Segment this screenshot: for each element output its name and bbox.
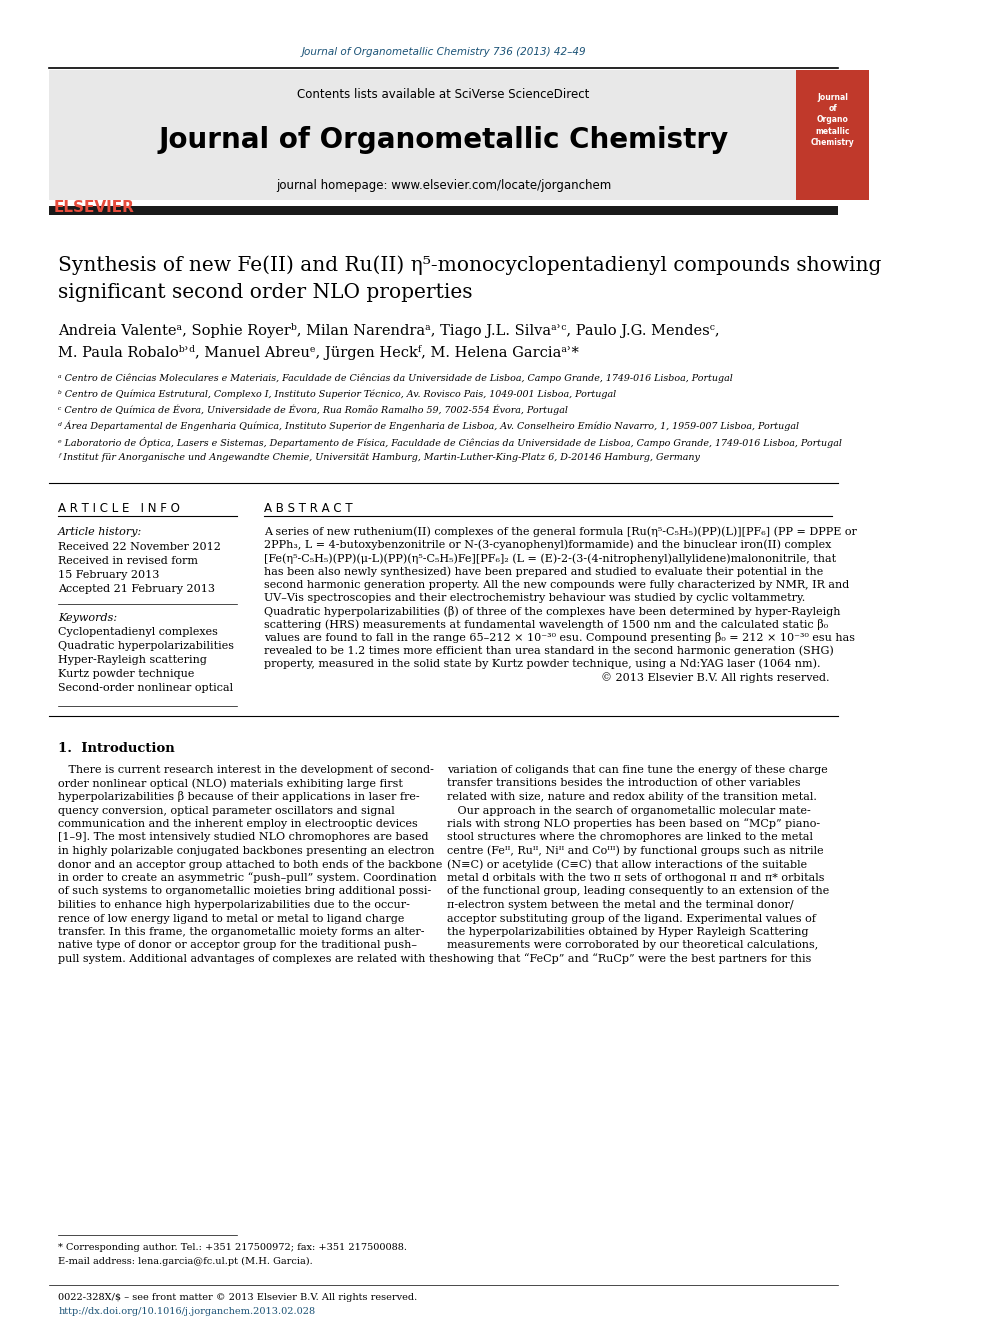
Text: E-mail address: lena.garcia@fc.ul.pt (M.H. Garcia).: E-mail address: lena.garcia@fc.ul.pt (M.…	[59, 1257, 312, 1266]
Text: Received 22 November 2012: Received 22 November 2012	[59, 542, 221, 552]
Text: ᵈ Área Departamental de Engenharia Química, Instituto Superior de Engenharia de : ᵈ Área Departamental de Engenharia Quími…	[59, 421, 800, 431]
Text: Andreia Valenteᵃ, Sophie Royerᵇ, Milan Narendraᵃ, Tiago J.L. Silvaᵃʾᶜ, Paulo J.G: Andreia Valenteᵃ, Sophie Royerᵇ, Milan N…	[59, 323, 720, 337]
Text: the hyperpolarizabilities obtained by Hyper Rayleigh Scattering: the hyperpolarizabilities obtained by Hy…	[447, 927, 808, 937]
Text: transfer. In this frame, the organometallic moiety forms an alter-: transfer. In this frame, the organometal…	[59, 927, 425, 937]
Text: Article history:: Article history:	[59, 527, 143, 537]
Text: revealed to be 1.2 times more efficient than urea standard in the second harmoni: revealed to be 1.2 times more efficient …	[264, 646, 833, 656]
Text: measurements were corroborated by our theoretical calculations,: measurements were corroborated by our th…	[447, 941, 818, 950]
Text: (N≡C) or acetylide (C≡C) that allow interactions of the suitable: (N≡C) or acetylide (C≡C) that allow inte…	[447, 859, 807, 869]
Text: in highly polarizable conjugated backbones presenting an electron: in highly polarizable conjugated backbon…	[59, 845, 434, 856]
Text: http://dx.doi.org/10.1016/j.jorganchem.2013.02.028: http://dx.doi.org/10.1016/j.jorganchem.2…	[59, 1307, 315, 1315]
Text: Quadratic hyperpolarizabilities (β) of three of the complexes have been determin: Quadratic hyperpolarizabilities (β) of t…	[264, 606, 840, 617]
Text: transfer transitions besides the introduction of other variables: transfer transitions besides the introdu…	[447, 778, 801, 789]
Text: significant second order NLO properties: significant second order NLO properties	[59, 283, 472, 303]
Text: © 2013 Elsevier B.V. All rights reserved.: © 2013 Elsevier B.V. All rights reserved…	[601, 672, 830, 683]
Text: ᵇ Centro de Química Estrutural, Complexo I, Instituto Superior Técnico, Av. Rovi: ᵇ Centro de Química Estrutural, Complexo…	[59, 389, 616, 398]
Text: Accepted 21 February 2013: Accepted 21 February 2013	[59, 583, 215, 594]
Text: bilities to enhance high hyperpolarizabilities due to the occur-: bilities to enhance high hyperpolarizabi…	[59, 900, 410, 910]
Text: [1–9]. The most intensively studied NLO chromophores are based: [1–9]. The most intensively studied NLO …	[59, 832, 429, 843]
Text: rials with strong NLO properties has been based on “MCp” piano-: rials with strong NLO properties has bee…	[447, 819, 820, 830]
Text: has been also newly synthesized) have been prepared and studied to evaluate thei: has been also newly synthesized) have be…	[264, 566, 823, 577]
Text: Quadratic hyperpolarizabilities: Quadratic hyperpolarizabilities	[59, 642, 234, 651]
Text: M. Paula Robaloᵇʾᵈ, Manuel Abreuᵉ, Jürgen Heckᶠ, M. Helena Garciaᵃʾ*: M. Paula Robaloᵇʾᵈ, Manuel Abreuᵉ, Jürge…	[59, 344, 579, 360]
Text: centre (Feᴵᴵ, Ruᴵᴵ, Niᴵᴵ and Coᴵᴵᴵ) by functional groups such as nitrile: centre (Feᴵᴵ, Ruᴵᴵ, Niᴵᴵ and Coᴵᴵᴵ) by f…	[447, 845, 823, 856]
Text: rence of low energy ligand to metal or metal to ligand charge: rence of low energy ligand to metal or m…	[59, 913, 405, 923]
Bar	[796, 70, 869, 200]
Text: UV–Vis spectroscopies and their electrochemistry behaviour was studied by cyclic: UV–Vis spectroscopies and their electroc…	[264, 593, 806, 603]
Text: Synthesis of new Fe(II) and Ru(II) η⁵-monocyclopentadienyl compounds showing: Synthesis of new Fe(II) and Ru(II) η⁵-mo…	[59, 255, 882, 275]
Text: Kurtz powder technique: Kurtz powder technique	[59, 669, 194, 679]
Text: Hyper-Rayleigh scattering: Hyper-Rayleigh scattering	[59, 655, 207, 665]
Text: property, measured in the solid state by Kurtz powder technique, using a Nd:YAG : property, measured in the solid state by…	[264, 659, 820, 669]
Text: acceptor substituting group of the ligand. Experimental values of: acceptor substituting group of the ligan…	[447, 913, 816, 923]
Text: A B S T R A C T: A B S T R A C T	[264, 501, 352, 515]
Text: metal d orbitals with the two π sets of orthogonal π and π* orbitals: metal d orbitals with the two π sets of …	[447, 873, 824, 882]
Text: Received in revised form: Received in revised form	[59, 556, 198, 566]
Text: of such systems to organometallic moieties bring additional possi-: of such systems to organometallic moieti…	[59, 886, 432, 897]
Text: second harmonic generation property. All the new compounds were fully characteri: second harmonic generation property. All…	[264, 579, 849, 590]
Text: ᵉ Laboratorio de Óptica, Lasers e Sistemas, Departamento de Física, Faculdade de: ᵉ Laboratorio de Óptica, Lasers e Sistem…	[59, 437, 842, 447]
Text: Journal
of
Organo
metallic
Chemistry: Journal of Organo metallic Chemistry	[810, 94, 854, 147]
Text: Contents lists available at SciVerse ScienceDirect: Contents lists available at SciVerse Sci…	[298, 89, 589, 102]
Bar	[50, 206, 838, 216]
Text: 2PPh₃, L = 4-butoxybenzonitrile or N-(3-cyanophenyl)formamide) and the binuclear: 2PPh₃, L = 4-butoxybenzonitrile or N-(3-…	[264, 540, 831, 550]
Text: pull system. Additional advantages of complexes are related with the: pull system. Additional advantages of co…	[59, 954, 447, 964]
Text: order nonlinear optical (NLO) materials exhibiting large first: order nonlinear optical (NLO) materials …	[59, 778, 403, 789]
Text: donor and an acceptor group attached to both ends of the backbone: donor and an acceptor group attached to …	[59, 860, 442, 869]
Text: Second-order nonlinear optical: Second-order nonlinear optical	[59, 683, 233, 693]
Text: A series of new ruthenium(II) complexes of the general formula [Ru(η⁵-C₅H₅)(PP)(: A series of new ruthenium(II) complexes …	[264, 527, 857, 537]
Text: ELSEVIER: ELSEVIER	[54, 201, 134, 216]
Text: showing that “FeCp” and “RuCp” were the best partners for this: showing that “FeCp” and “RuCp” were the …	[447, 954, 811, 964]
Text: scattering (HRS) measurements at fundamental wavelength of 1500 nm and the calcu: scattering (HRS) measurements at fundame…	[264, 619, 828, 630]
Text: A R T I C L E   I N F O: A R T I C L E I N F O	[59, 501, 180, 515]
Text: Journal of Organometallic Chemistry 736 (2013) 42–49: Journal of Organometallic Chemistry 736 …	[302, 48, 586, 57]
Text: Cyclopentadienyl complexes: Cyclopentadienyl complexes	[59, 627, 218, 636]
Text: There is current research interest in the development of second-: There is current research interest in th…	[59, 765, 434, 775]
Text: Journal of Organometallic Chemistry: Journal of Organometallic Chemistry	[159, 126, 729, 153]
Text: related with size, nature and redox ability of the transition metal.: related with size, nature and redox abil…	[447, 792, 817, 802]
Text: journal homepage: www.elsevier.com/locate/jorganchem: journal homepage: www.elsevier.com/locat…	[276, 179, 611, 192]
Text: ᶠ Institut für Anorganische und Angewandte Chemie, Universität Hamburg, Martin-L: ᶠ Institut für Anorganische und Angewand…	[59, 454, 700, 463]
Text: ᵃ Centro de Ciências Moleculares e Materiais, Faculdade de Ciências da Universid: ᵃ Centro de Ciências Moleculares e Mater…	[59, 373, 733, 382]
Text: 15 February 2013: 15 February 2013	[59, 570, 160, 579]
Text: * Corresponding author. Tel.: +351 217500972; fax: +351 217500088.: * Corresponding author. Tel.: +351 21750…	[59, 1244, 407, 1253]
Text: π-electron system between the metal and the terminal donor/: π-electron system between the metal and …	[447, 900, 794, 910]
Text: variation of coligands that can fine tune the energy of these charge: variation of coligands that can fine tun…	[447, 765, 828, 775]
Text: stool structures where the chromophores are linked to the metal: stool structures where the chromophores …	[447, 832, 813, 843]
Text: hyperpolarizabilities β because of their applications in laser fre-: hyperpolarizabilities β because of their…	[59, 791, 420, 803]
Text: quency conversion, optical parameter oscillators and signal: quency conversion, optical parameter osc…	[59, 806, 395, 815]
Text: of the functional group, leading consequently to an extension of the: of the functional group, leading consequ…	[447, 886, 829, 897]
Text: native type of donor or acceptor group for the traditional push–: native type of donor or acceptor group f…	[59, 941, 417, 950]
Text: in order to create an asymmetric “push–pull” system. Coordination: in order to create an asymmetric “push–p…	[59, 873, 436, 884]
Text: Keywords:: Keywords:	[59, 613, 117, 623]
Text: 0022-328X/$ – see front matter © 2013 Elsevier B.V. All rights reserved.: 0022-328X/$ – see front matter © 2013 El…	[59, 1294, 418, 1303]
Text: ᶜ Centro de Química de Évora, Universidade de Évora, Rua Romão Ramalho 59, 7002-: ᶜ Centro de Química de Évora, Universida…	[59, 405, 568, 415]
Text: [Fe(η⁵-C₅H₅)(PP)(μ-L)(PP)(η⁵-C₅H₅)Fe][PF₆]₂ (L = (E)-2-(3-(4-nitrophenyl)allylid: [Fe(η⁵-C₅H₅)(PP)(μ-L)(PP)(η⁵-C₅H₅)Fe][PF…	[264, 553, 836, 564]
Text: 1.  Introduction: 1. Introduction	[59, 741, 175, 754]
Text: communication and the inherent employ in electrooptic devices: communication and the inherent employ in…	[59, 819, 418, 830]
Text: values are found to fall in the range 65–212 × 10⁻³⁰ esu. Compound presenting β₀: values are found to fall in the range 65…	[264, 632, 855, 643]
Bar	[50, 70, 838, 200]
Text: Our approach in the search of organometallic molecular mate-: Our approach in the search of organometa…	[447, 806, 810, 815]
